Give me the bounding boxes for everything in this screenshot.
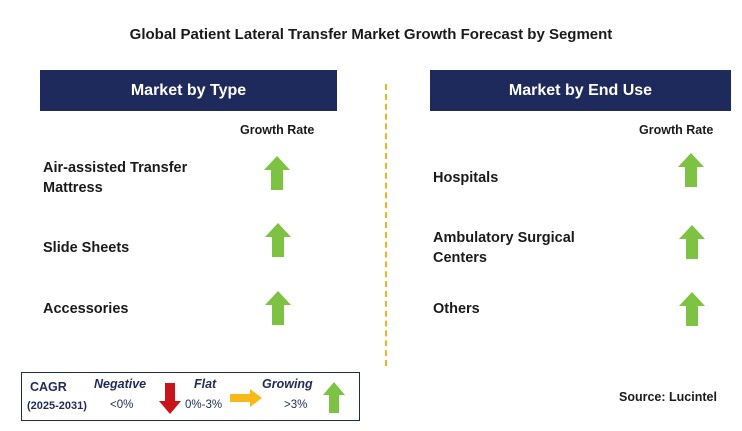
panel-divider <box>385 84 387 366</box>
row-label-line1: Air-assisted Transfer <box>43 160 188 176</box>
row-label-hospitals: Hospitals <box>433 170 499 186</box>
up-arrow-icon <box>678 153 704 187</box>
legend-growing-label: Growing <box>262 377 313 391</box>
row-label-line1: Ambulatory Surgical <box>433 230 575 246</box>
row-label-line2: Mattress <box>43 180 103 196</box>
legend-years: (2025-2031) <box>27 400 87 412</box>
row-label-line2: Centers <box>433 250 487 266</box>
legend-flat-label: Flat <box>194 377 217 391</box>
up-arrow-icon <box>679 292 705 326</box>
legend-cagr-label: CAGR <box>30 380 67 394</box>
right-growth-rate-label: Growth Rate <box>639 123 714 137</box>
market-by-type-header: Market by Type <box>40 70 337 111</box>
up-arrow-icon <box>265 291 291 325</box>
up-arrow-icon <box>264 156 290 190</box>
up-arrow-icon <box>265 223 291 257</box>
market-by-end-use-header: Market by End Use <box>430 70 731 111</box>
left-growth-rate-label: Growth Rate <box>240 123 315 137</box>
legend-negative-label: Negative <box>94 377 147 391</box>
right-arrow-icon <box>230 389 262 407</box>
source-label: Source: Lucintel <box>619 390 717 404</box>
up-arrow-icon <box>323 382 345 413</box>
up-arrow-icon <box>679 225 705 259</box>
row-label-others: Others <box>433 301 480 317</box>
row-label-accessories: Accessories <box>43 301 129 317</box>
row-label-ambulatory-surgical-centers: Ambulatory Surgical Centers <box>433 228 575 268</box>
chart-title: Global Patient Lateral Transfer Market G… <box>129 26 613 43</box>
legend-flat-value: 0%-3% <box>185 399 223 411</box>
row-label-air-assisted-transfer-mattress: Air-assisted Transfer Mattress <box>43 158 187 198</box>
cagr-legend: CAGR (2025-2031) Negative <0% Flat 0%-3%… <box>21 372 360 421</box>
down-arrow-icon <box>159 383 181 414</box>
legend-negative-value: <0% <box>110 399 134 411</box>
row-label-slide-sheets: Slide Sheets <box>43 240 130 256</box>
legend-growing-value: >3% <box>284 399 308 411</box>
